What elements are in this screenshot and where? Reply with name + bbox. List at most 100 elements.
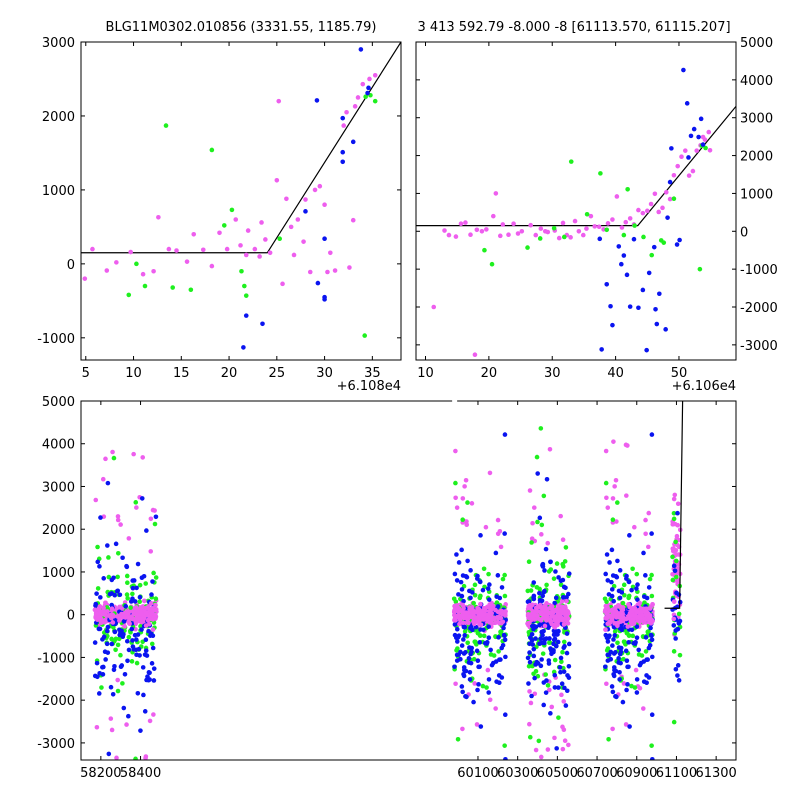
data-point (469, 501, 475, 506)
data-point (649, 637, 655, 643)
data-point (611, 665, 617, 670)
data-point (506, 232, 511, 237)
data-point (671, 546, 676, 551)
axes-panel-1: 10 20 30 40 50 -3000 -2000 -1000 0 1000 2000 3000 40… (415, 20, 778, 394)
data-point (257, 254, 262, 259)
data-point (104, 605, 110, 610)
data-point (243, 252, 249, 258)
data-point (466, 660, 472, 665)
x-tick-label: 61300 (695, 766, 736, 781)
data-point (288, 224, 294, 230)
data-point (688, 133, 694, 139)
data-point (95, 559, 101, 565)
data-point (559, 608, 565, 614)
data-point (184, 259, 190, 264)
data-point (610, 689, 616, 695)
data-point (115, 574, 120, 580)
y-tick-label: -3000 (740, 339, 778, 354)
data-point (131, 578, 137, 583)
data-point (143, 581, 149, 586)
data-point (643, 517, 648, 523)
data-point (661, 240, 667, 245)
data-point (604, 681, 609, 687)
data-point (128, 249, 133, 255)
data-point (121, 614, 126, 620)
data-point (608, 613, 614, 618)
data-point (633, 613, 639, 619)
data-point (672, 492, 678, 498)
data-point (109, 641, 115, 647)
data-point (458, 221, 464, 227)
data-point (636, 652, 642, 657)
data-point (541, 702, 547, 708)
data-point (560, 649, 565, 655)
data-point (312, 187, 318, 193)
data-point (497, 595, 503, 601)
data-point (474, 648, 480, 654)
data-point (109, 577, 115, 583)
data-point (545, 229, 551, 235)
data-point (698, 116, 704, 122)
x-tick-label: 15 (173, 366, 190, 381)
x-tick-label: 58400 (120, 766, 161, 781)
data-point (556, 235, 562, 241)
data-point (635, 597, 640, 602)
data-point (459, 587, 465, 592)
data-point (686, 173, 692, 178)
data-point (539, 640, 545, 646)
data-point (552, 657, 558, 663)
data-point (352, 104, 358, 109)
data-point (453, 599, 459, 605)
data-point (295, 217, 301, 222)
data-point (486, 635, 492, 640)
data-point (545, 540, 551, 546)
data-point (267, 250, 273, 256)
data-point (554, 561, 560, 566)
series-green (93, 426, 683, 760)
series-magenta (92, 598, 677, 632)
data-point (134, 652, 139, 658)
data-point (559, 692, 564, 698)
x-tick-label: 61100 (656, 766, 697, 781)
data-point (463, 650, 468, 655)
data-point (675, 663, 681, 668)
data-point (114, 260, 119, 265)
data-point (598, 171, 603, 176)
data-point (143, 623, 149, 628)
data-point (617, 651, 623, 657)
data-point (592, 224, 597, 229)
data-point (537, 515, 543, 521)
data-point (115, 588, 121, 594)
data-point (372, 72, 378, 78)
data-point (487, 697, 493, 703)
data-point (355, 95, 361, 100)
data-point (489, 621, 495, 626)
data-point (340, 115, 346, 121)
data-point (697, 266, 703, 272)
data-point (109, 636, 114, 642)
x-offset-label: +6.108e4 (337, 379, 401, 394)
data-point (146, 628, 151, 634)
data-point (129, 659, 135, 664)
data-point (670, 554, 675, 560)
data-point (649, 712, 655, 718)
data-point (143, 637, 149, 643)
data-point (153, 575, 159, 580)
data-point (604, 599, 609, 605)
data-point (153, 602, 158, 608)
data-point (677, 652, 683, 658)
data-point (557, 665, 563, 670)
data-point (495, 531, 501, 537)
data-point (637, 662, 643, 668)
data-point (454, 626, 460, 632)
data-point (496, 635, 501, 640)
data-point (463, 694, 468, 699)
data-point (502, 531, 507, 536)
data-point (124, 638, 130, 644)
data-point (647, 576, 653, 582)
data-point (134, 261, 139, 267)
data-point (112, 629, 118, 635)
data-point (118, 664, 124, 669)
data-point (540, 564, 546, 569)
data-point (98, 595, 103, 600)
